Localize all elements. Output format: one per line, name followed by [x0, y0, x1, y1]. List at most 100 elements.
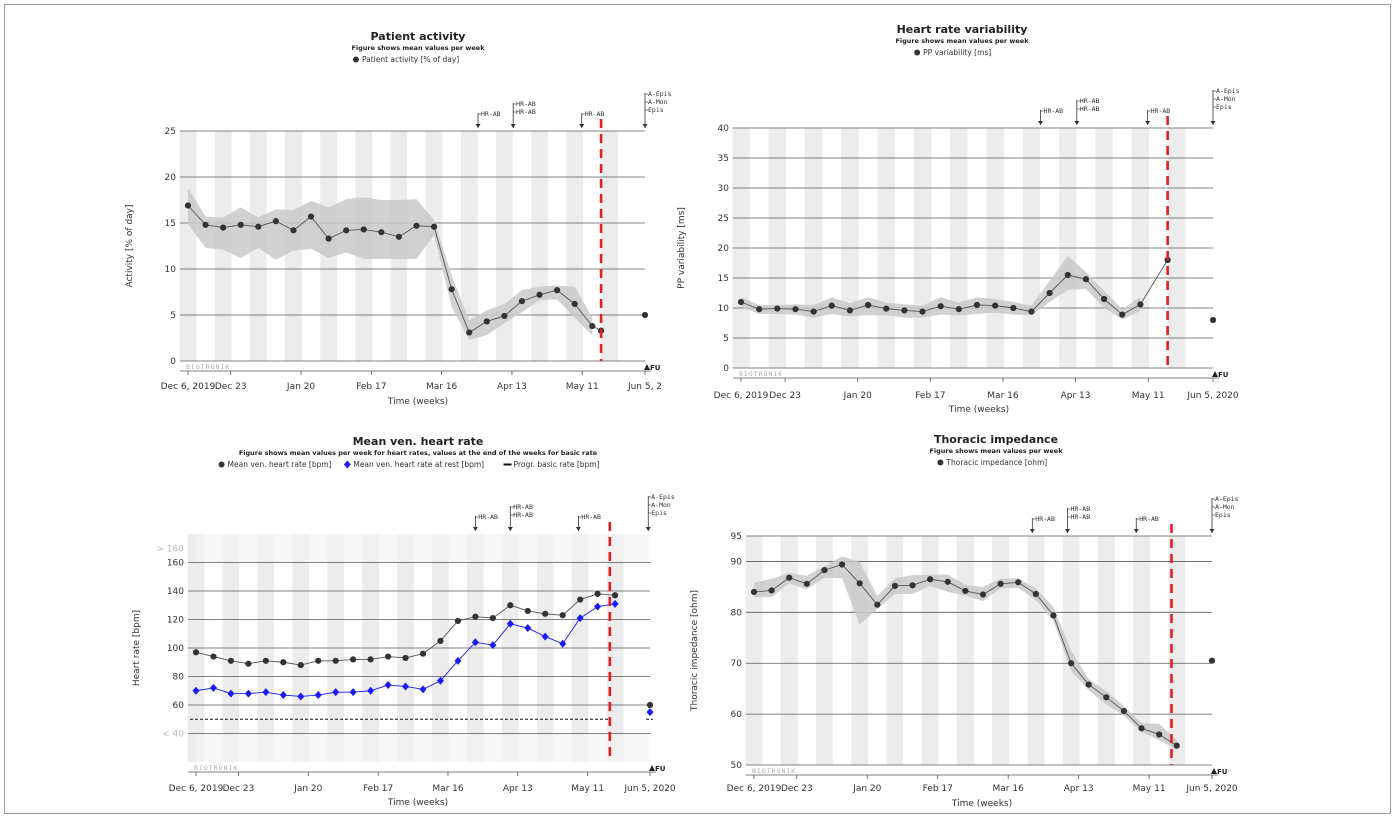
- data-point: [227, 657, 235, 664]
- y-tick-label: 15: [165, 219, 176, 229]
- legend-item: Patient activity [% of day]: [352, 55, 459, 64]
- x-tick-label: Dec 23: [769, 391, 801, 401]
- y-axis-label: Heart rate [bpm]: [132, 610, 142, 686]
- y-tick-label: 80: [173, 673, 185, 683]
- event-label: HR-AB: [581, 513, 601, 521]
- y-tick-label: 95: [731, 532, 742, 542]
- data-point: [589, 322, 596, 330]
- x-tick-label: Dec 6, 2019: [161, 382, 216, 392]
- data-point: [786, 574, 793, 581]
- data-point-diamond: [209, 683, 217, 692]
- event-arrow-icon: [510, 124, 516, 128]
- data-point: [1103, 694, 1110, 701]
- y-tick-label: 120: [167, 616, 184, 626]
- fu-label: FU: [1218, 371, 1229, 379]
- event-label: HR-AB: [1080, 97, 1100, 105]
- x-tick-label: Dec 23: [215, 382, 247, 392]
- data-point: [846, 307, 854, 314]
- y-tick-label: 5: [170, 311, 176, 321]
- data-point: [437, 637, 444, 644]
- x-tick-label: Jan 20: [286, 382, 315, 392]
- data-point-diamond: [489, 641, 497, 650]
- y-tick-label: 160: [167, 559, 184, 569]
- data-point: [1028, 308, 1035, 315]
- y-gridlines: [746, 535, 1212, 766]
- x-axis-label: Time (weeks): [948, 405, 1009, 415]
- event-arrow-icon: [1210, 121, 1216, 125]
- data-point: [756, 306, 763, 313]
- y-tick-label: 0: [723, 364, 729, 374]
- x-tick-label: Apr 13: [497, 382, 527, 392]
- data-point: [501, 312, 508, 320]
- data-point-diamond: [262, 688, 270, 697]
- data-point: [737, 298, 745, 306]
- y-tick-label: 40: [718, 124, 730, 134]
- event-label: HR-AB: [513, 503, 533, 511]
- data-point: [1173, 742, 1180, 749]
- data-point: [332, 657, 339, 664]
- data-point: [472, 613, 479, 620]
- x-tick-label: Jun 5, 2020: [1185, 784, 1238, 794]
- week-stripes: [745, 536, 1186, 765]
- data-point: [210, 653, 217, 660]
- y-tick-label: 15: [718, 274, 729, 284]
- data-point-diamond: [611, 599, 619, 608]
- data-point: [1015, 579, 1022, 586]
- x-tick-label: Mar 16: [987, 391, 1019, 401]
- fu-label: FU: [1217, 768, 1228, 776]
- x-tick-label: Jan 20: [293, 784, 322, 794]
- legend-item: PP variability [ms]: [914, 48, 991, 57]
- data-point: [992, 302, 999, 309]
- event-label: HR-AB: [513, 511, 533, 519]
- data-point: [1067, 660, 1075, 667]
- data-point-diamond: [541, 632, 549, 641]
- data-point: [810, 308, 817, 315]
- y-tick-label: 0: [170, 357, 176, 367]
- chart-title: Heart rate variability: [897, 23, 1028, 36]
- data-point-diamond: [384, 681, 392, 690]
- data-point: [554, 287, 561, 294]
- legend-label: Progr. basic rate [bpm]: [514, 460, 600, 469]
- week-stripe: [531, 131, 548, 361]
- data-point: [937, 303, 944, 310]
- chart-subtitle: Figure shows mean values per week: [929, 447, 1063, 455]
- x-tick-label: May 11: [1132, 391, 1165, 401]
- data-point: [803, 580, 810, 587]
- data-point-diamond: [576, 614, 584, 623]
- data-point: [524, 607, 531, 615]
- y-tick-label: 25: [718, 214, 729, 224]
- data-point-diamond: [419, 685, 427, 694]
- event-label: HR-AB: [1044, 107, 1064, 115]
- x-axis-label: Time (weeks): [387, 397, 448, 407]
- event-label: HR-AB: [478, 513, 498, 521]
- data-point: [577, 596, 584, 603]
- y-axis-label: Activity [% of day]: [125, 204, 135, 287]
- week-stripe: [956, 536, 974, 765]
- range-band: [741, 255, 1141, 320]
- legend-label: Thoracic impedance [ohm]: [945, 458, 1047, 467]
- event-arrow-icon: [575, 527, 581, 531]
- legend-label: Mean ven. heart rate at rest [bpm]: [353, 460, 484, 469]
- data-point: [768, 587, 775, 594]
- y-tick-label: 60: [173, 701, 185, 711]
- fu-data-point: [646, 701, 654, 709]
- x-tick-label: Dec 6, 2019: [714, 391, 769, 401]
- data-point-diamond: [367, 686, 375, 695]
- x-tick-label: Feb 17: [356, 382, 386, 392]
- data-point-diamond: [559, 639, 567, 648]
- data-point: [962, 587, 969, 595]
- brand-watermark: BIOTRONIK: [739, 370, 783, 378]
- data-point-diamond: [471, 638, 479, 647]
- series-line-diamond: [192, 599, 619, 701]
- week-stripe: [1097, 536, 1115, 765]
- x-axis-label: Time (weeks): [951, 799, 1012, 809]
- chart-title: Thoracic impedance: [934, 433, 1058, 446]
- series-mean: [184, 188, 605, 340]
- y-tick-label: 60: [731, 710, 743, 720]
- event-label: A-Epis: [1216, 87, 1240, 95]
- legend-item: Thoracic impedance [ohm]: [937, 458, 1047, 467]
- data-point: [350, 656, 357, 663]
- data-point: [315, 657, 322, 664]
